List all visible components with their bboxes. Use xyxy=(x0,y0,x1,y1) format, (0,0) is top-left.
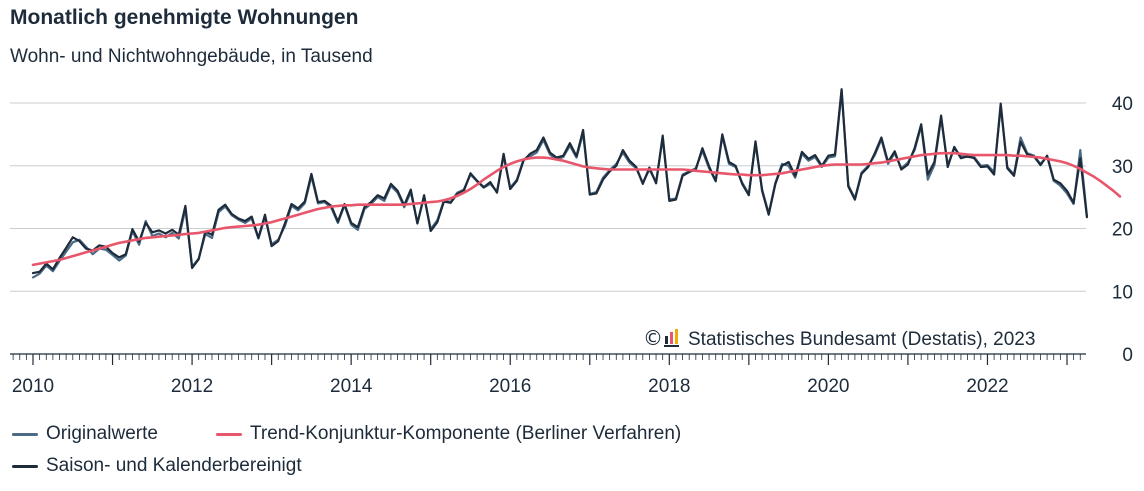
x-tick-label: 2022 xyxy=(966,376,1008,397)
legend-item-originalwerte: Originalwerte xyxy=(12,423,158,445)
x-axis: 2010 2012 2014 2016 2018 2020 2022 xyxy=(10,353,1086,397)
line-chart: 0 10 20 30 40 2010 2012 2014 2016 2018 2020 2022 ©… xyxy=(10,88,1133,397)
legend-label-originalwerte: Originalwerte xyxy=(46,423,158,444)
y-tick-label: 20 xyxy=(1112,220,1133,241)
legend-swatch-saisonbereinigt xyxy=(12,464,38,468)
series-line-trend-konjunktur-komponente-berliner-verfahren xyxy=(31,151,1122,267)
x-tick-label: 2010 xyxy=(12,376,54,397)
legend-swatch-originalwerte xyxy=(12,432,38,436)
x-tick-label: 2020 xyxy=(807,376,849,397)
chart-subtitle: Wohn- und Nichtwohngebäude, in Tausend xyxy=(10,46,373,67)
y-tick-label: 40 xyxy=(1112,94,1133,115)
y-tick-label: 0 xyxy=(1122,345,1133,366)
legend-label-trend: Trend-Konjunktur-Komponente (Berliner Ve… xyxy=(250,423,682,444)
series-lines xyxy=(31,88,1122,279)
legend-item-saisonbereinigt: Saison- und Kalenderbereinigt xyxy=(12,455,302,477)
y-tick-label: 10 xyxy=(1112,282,1133,303)
source-text: Statistisches Bundesamt (Destatis), 2023 xyxy=(688,329,1035,350)
copyright-symbol: © xyxy=(643,326,663,350)
x-tick-label: 2012 xyxy=(171,376,213,397)
chart-title: Monatlich genehmigte Wohnungen xyxy=(10,6,359,29)
destatis-logo-icon xyxy=(664,329,679,347)
x-tick-label: 2016 xyxy=(489,376,531,397)
y-tick-label: 30 xyxy=(1112,157,1133,178)
legend-item-trend: Trend-Konjunktur-Komponente (Berliner Ve… xyxy=(216,423,681,445)
x-tick-label: 2018 xyxy=(648,376,690,397)
y-axis-ticks: 0 10 20 30 40 xyxy=(1112,94,1133,366)
grid-lines xyxy=(10,102,1086,292)
legend-swatch-trend xyxy=(216,432,242,436)
legend-label-saisonbereinigt: Saison- und Kalenderbereinigt xyxy=(46,455,302,476)
x-tick-label: 2014 xyxy=(330,376,373,397)
series-line-saison-und-kalenderbereinigt xyxy=(31,88,1089,275)
source-note: © Statistisches Bundesamt (Destatis), 20… xyxy=(643,326,1035,350)
